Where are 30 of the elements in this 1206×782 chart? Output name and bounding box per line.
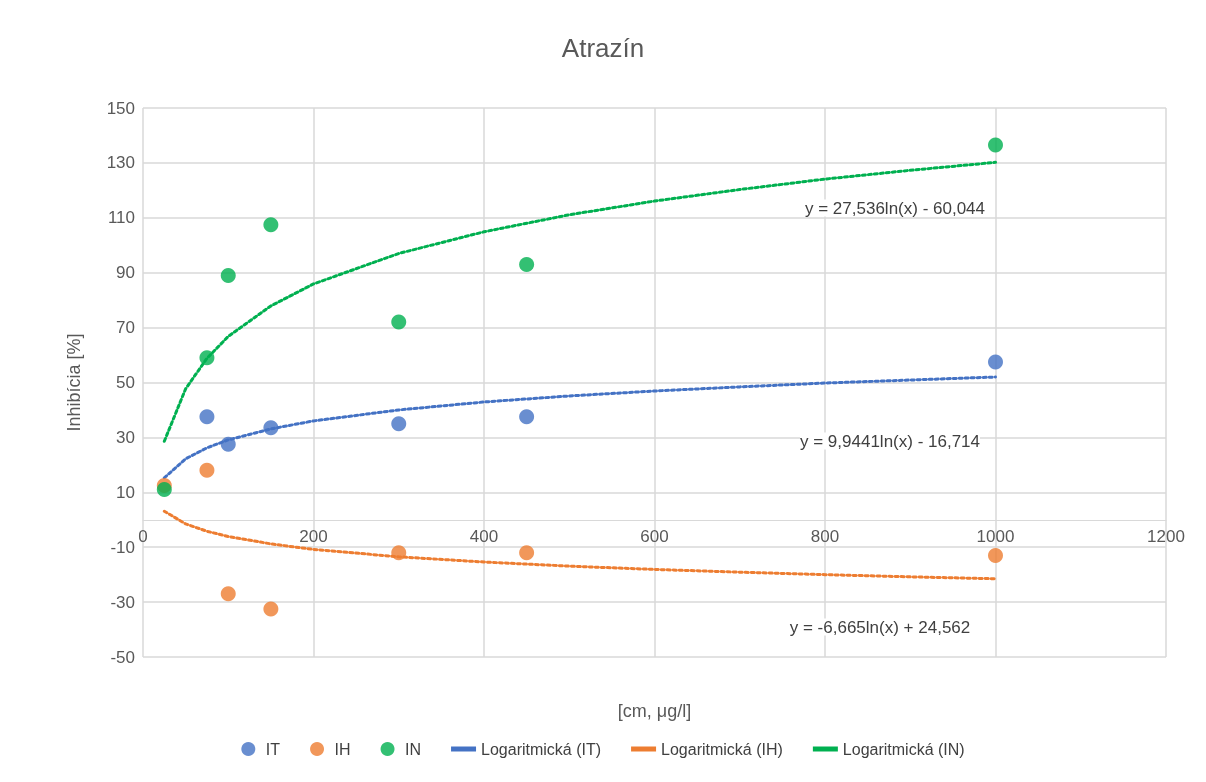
legend-label: Logaritmická (IH) — [661, 740, 783, 758]
x-tick-label: 800 — [810, 526, 840, 546]
y-tick-label: 70 — [116, 318, 135, 338]
y-tick-label: 130 — [106, 153, 135, 173]
y-tick-label: -10 — [110, 537, 135, 557]
x-tick-label: 600 — [640, 526, 669, 546]
annotation: y = 9,9441ln(x) - 16,714 — [799, 431, 981, 451]
x-tick-label: 1200 — [1147, 526, 1185, 546]
x-axis-title: [cm, μg/l] — [617, 701, 692, 721]
x-tick-label: 1000 — [976, 526, 1015, 546]
legend-label: Logaritmická (IN) — [842, 740, 965, 758]
legend-label: IH — [334, 740, 351, 758]
y-axis-title: Inhibícia [%] — [64, 333, 84, 432]
y-tick-label: 30 — [116, 427, 135, 447]
annotation: y = 27,536ln(x) - 60,044 — [804, 198, 986, 218]
chart-title: Atrazín — [561, 33, 645, 63]
y-tick-label: 110 — [107, 208, 135, 228]
legend-label: IN — [405, 740, 422, 758]
y-tick-label: 10 — [116, 482, 135, 502]
x-tick-label: 200 — [299, 526, 328, 546]
legend-label: IT — [265, 740, 281, 758]
y-tick-label: 50 — [116, 373, 135, 392]
y-tick-label: -50 — [110, 647, 135, 667]
y-tick-label: 90 — [116, 263, 135, 283]
x-tick-label: 400 — [469, 526, 499, 546]
x-tick-label: 0 — [138, 526, 148, 546]
legend-label: Logaritmická (IT) — [481, 740, 602, 758]
annotation: y = -6,665ln(x) + 24,562 — [789, 617, 971, 637]
y-tick-label: 150 — [106, 98, 135, 118]
y-tick-label: -30 — [110, 592, 135, 612]
